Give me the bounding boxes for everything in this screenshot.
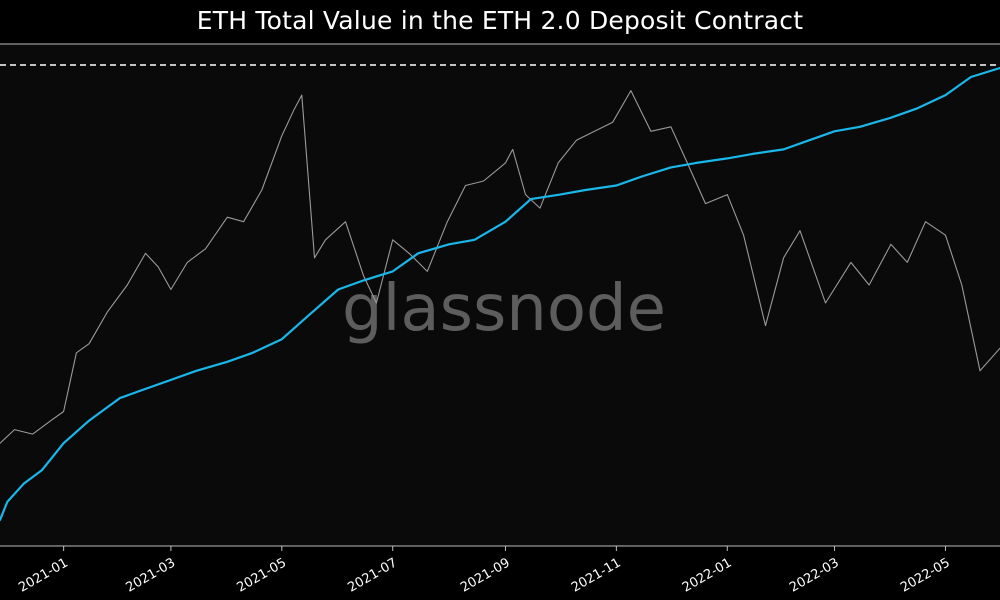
x-tick-label: 2021-05	[234, 555, 289, 595]
series-line-grey	[0, 90, 1000, 444]
watermark-text: glassnode	[342, 272, 666, 346]
chart-title: ETH Total Value in the ETH 2.0 Deposit C…	[196, 6, 804, 35]
x-tick-label: 2021-11	[569, 555, 624, 595]
x-tick-label: 2022-03	[787, 555, 842, 595]
x-tick-label: 2021-09	[458, 556, 513, 596]
series-line-blue	[0, 66, 1000, 522]
plot-area	[0, 44, 1000, 546]
x-tick-label: 2022-01	[680, 555, 735, 595]
series-layer	[0, 66, 1000, 522]
x-tick-label: 2022-05	[898, 556, 953, 596]
x-tick-label: 2021-07	[345, 555, 400, 595]
x-axis: 2021-01 2021-03 2021-05 2021-07 2021-09 2021-…	[16, 546, 953, 596]
x-tick-label: 2021-01	[16, 555, 71, 595]
x-tick-label: 2021-03	[124, 555, 179, 595]
